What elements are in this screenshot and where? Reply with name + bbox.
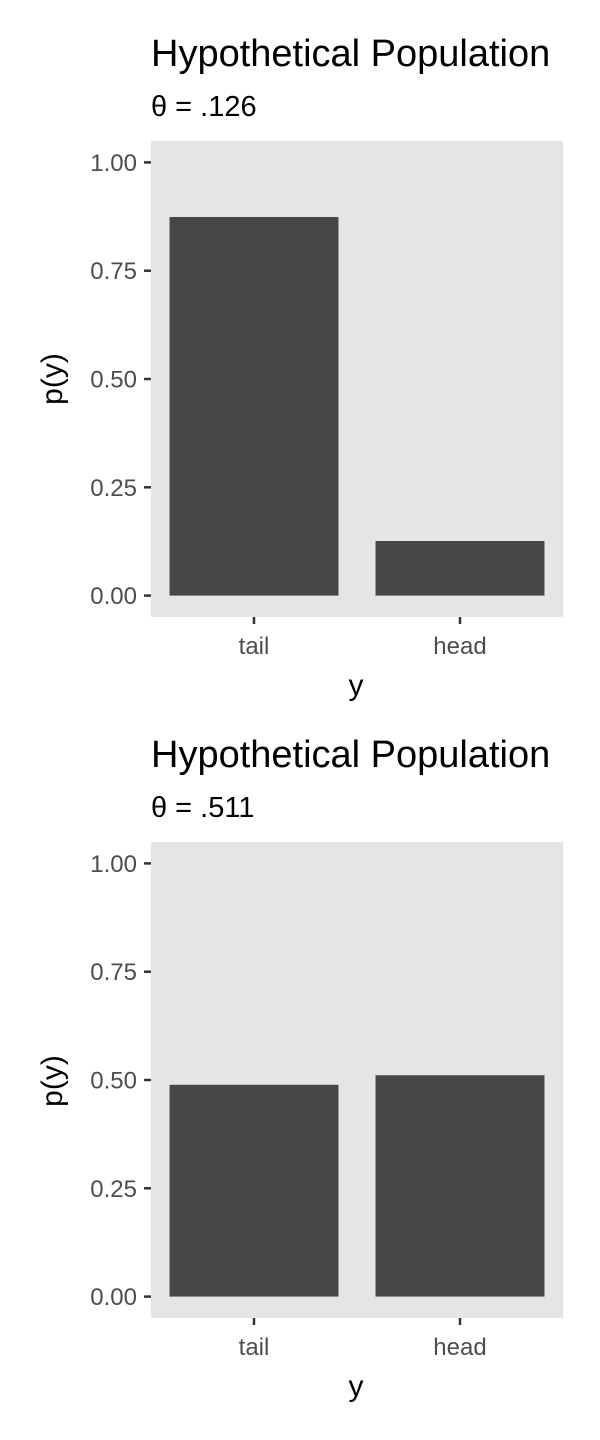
chart-title: Hypothetical Population — [151, 33, 550, 75]
chart-theta-126: Hypothetical Population θ = .126 0.00 0.2… — [36, 33, 563, 702]
chart-marks: 0.00 0.25 0.50 0.75 1.00 tail head — [90, 851, 545, 1361]
y-tick-label: 1.00 — [90, 150, 137, 177]
y-tick-label: 0.50 — [90, 367, 137, 394]
bar-head — [375, 1075, 545, 1297]
chart-title: Hypothetical Population — [151, 734, 550, 776]
x-tick-label-tail: tail — [239, 1334, 270, 1361]
y-tick-label: 0.00 — [90, 583, 137, 610]
y-tick-label: 0.75 — [90, 959, 137, 986]
y-tick-label: 0.00 — [90, 1284, 137, 1311]
y-tick-label: 0.50 — [90, 1068, 137, 1095]
y-tick-label: 0.25 — [90, 1176, 137, 1203]
x-axis-title: y — [349, 1370, 364, 1403]
bar-tail — [169, 1084, 339, 1297]
y-tick-label: 0.75 — [90, 258, 137, 285]
chart-subtitle: θ = .126 — [151, 91, 257, 123]
y-axis-title: p(y) — [36, 353, 69, 405]
x-tick-label-head: head — [433, 633, 486, 660]
y-tick-label: 0.25 — [90, 475, 137, 502]
y-tick-label: 1.00 — [90, 851, 137, 878]
chart-subtitle: θ = .511 — [151, 792, 254, 824]
bar-head — [375, 541, 545, 596]
chart-theta-511: Hypothetical Population θ = .511 0.00 0.2… — [36, 734, 563, 1403]
x-axis-title: y — [349, 669, 364, 702]
x-tick-label-head: head — [433, 1334, 486, 1361]
chart-marks: 0.00 0.25 0.50 0.75 1.00 tail head — [90, 150, 545, 660]
x-tick-label-tail: tail — [239, 633, 270, 660]
bar-tail — [169, 216, 339, 596]
y-axis-title: p(y) — [36, 1055, 69, 1107]
